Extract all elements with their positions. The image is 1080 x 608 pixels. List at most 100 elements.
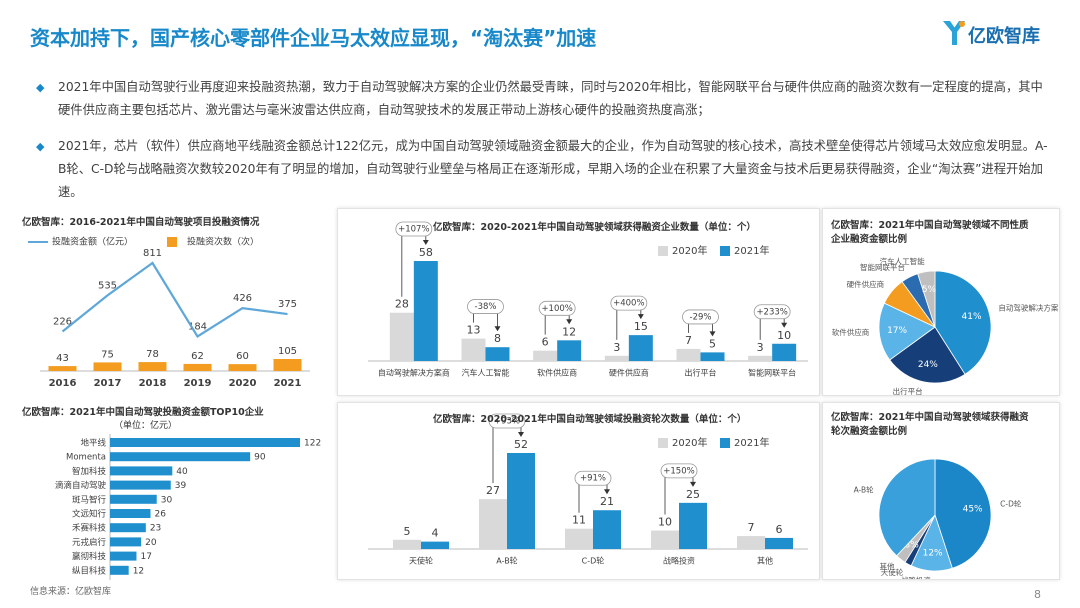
x-tick-label: 自动驾驶解决方案商 bbox=[378, 368, 450, 378]
bar bbox=[628, 335, 653, 361]
x-tick-label: 出行平台 bbox=[685, 368, 717, 378]
annotation-arrowhead bbox=[566, 319, 573, 325]
legend-label: 投融资金额（亿元） bbox=[52, 236, 133, 248]
data-label: 8 bbox=[494, 332, 501, 345]
chart-title: 亿欧智库：2020-2021年中国自动驾驶领域获得融资企业数量（单位：个） bbox=[433, 222, 756, 233]
chart-panel: 亿欧智库：2021年中国自动驾驶领域不同性质企业融资金额比例 41% 自动驾驶解决… bbox=[822, 208, 1060, 396]
bar bbox=[533, 350, 558, 361]
data-label: 21 bbox=[600, 495, 614, 508]
annotation: +93% bbox=[494, 417, 520, 427]
bar bbox=[273, 359, 302, 371]
data-label: 122 bbox=[304, 439, 321, 449]
bar bbox=[110, 509, 151, 518]
legend-label: 2021年 bbox=[734, 244, 769, 257]
x-tick-label: 2019 bbox=[184, 378, 212, 389]
bar bbox=[110, 551, 137, 561]
y-tick-label: 斑马智行 bbox=[72, 494, 107, 505]
annotation: +233% bbox=[756, 307, 787, 317]
chart-title: 亿欧智库：2021年中国自动驾驶投融资金额TOP10企业 bbox=[22, 407, 264, 418]
bar bbox=[138, 362, 167, 371]
data-label: 12% bbox=[923, 549, 943, 559]
data-label: 17% bbox=[887, 326, 907, 336]
annotation: -38% bbox=[475, 302, 497, 312]
legend-swatch bbox=[720, 246, 730, 256]
data-label: 78 bbox=[146, 349, 159, 360]
x-tick-label: 2018 bbox=[139, 378, 167, 389]
chart-title: 亿欧智库：2021年中国自动驾驶领域不同性质企业融资金额比例 bbox=[831, 220, 1029, 245]
data-label: 25 bbox=[686, 488, 700, 501]
x-tick-label: 2020 bbox=[229, 378, 257, 389]
x-tick-label: 其他 bbox=[757, 556, 773, 566]
data-label: 5% bbox=[922, 285, 937, 295]
y-tick-label: 文远知行 bbox=[72, 509, 107, 520]
y-tick-label: 禾赛科技 bbox=[72, 523, 107, 534]
bar bbox=[110, 480, 171, 490]
y-tick-label: 滴滴自动驾驶 bbox=[55, 480, 107, 491]
page-number: 8 bbox=[1034, 588, 1041, 601]
bar bbox=[110, 565, 129, 575]
bar bbox=[772, 343, 797, 361]
slice-label: 硬件供应商 bbox=[847, 279, 885, 289]
chart: 41% 自动驾驶解决方案商 24% 出行平台 17% 软件供应商 硬件供应商 智能网联平台 5%… bbox=[832, 256, 1059, 395]
bar bbox=[110, 494, 157, 504]
chart-panel: 亿欧智库：2020-2021年中国自动驾驶领域投融资轮次数量（单位：个） 202… bbox=[337, 402, 820, 580]
data-label: 62 bbox=[191, 351, 204, 362]
x-tick-label: 软件供应商 bbox=[537, 368, 577, 378]
annotation: +400% bbox=[613, 299, 644, 309]
chart-title: 亿欧智库：2016-2021年中国自动驾驶项目投融资情况 bbox=[22, 217, 260, 228]
data-label: 41% bbox=[962, 312, 982, 322]
data-label: 52 bbox=[514, 438, 528, 451]
data-label: 105 bbox=[278, 346, 297, 357]
data-label: 3 bbox=[613, 341, 620, 354]
chart-title: 亿欧智库：2021年中国自动驾驶领域获得融资轮次融资金额比例 bbox=[831, 412, 1029, 437]
bar bbox=[679, 502, 707, 549]
bar bbox=[183, 363, 212, 371]
legend-swatch bbox=[720, 438, 730, 448]
bar bbox=[479, 499, 507, 549]
bar bbox=[110, 466, 173, 476]
pie-slice bbox=[917, 270, 936, 328]
annotation-arrowhead bbox=[518, 432, 524, 437]
bar bbox=[651, 530, 679, 549]
data-label: 20 bbox=[145, 538, 157, 548]
source-note: 信息来源：亿欧智库 bbox=[30, 587, 112, 597]
annotation-pill bbox=[467, 299, 504, 314]
data-label: 3% bbox=[905, 541, 920, 551]
data-label: 535 bbox=[98, 280, 117, 291]
data-label: 6 bbox=[776, 523, 783, 536]
data-label: 17 bbox=[140, 552, 151, 562]
data-label: 12 bbox=[133, 566, 144, 576]
slice-label: 其他 bbox=[880, 561, 895, 571]
x-tick-label: 智能网联平台 bbox=[748, 368, 796, 378]
bar bbox=[110, 438, 300, 447]
slice-label: 自动驾驶解决方案商 bbox=[998, 303, 1059, 313]
slice-label: 汽车人工智能 bbox=[880, 256, 925, 266]
slice-label: C-D轮 bbox=[1000, 499, 1022, 509]
bar bbox=[110, 537, 142, 547]
legend-swatch bbox=[167, 237, 177, 247]
bar bbox=[461, 338, 486, 361]
y-tick-label: 智加科技 bbox=[72, 466, 107, 477]
chart-panel: 亿欧智库：2021年中国自动驾驶领域获得融资轮次融资金额比例 45% C-D轮 12… bbox=[822, 402, 1060, 580]
y-tick-label: 赢彻科技 bbox=[72, 551, 107, 562]
data-label: 10 bbox=[777, 329, 791, 342]
annotation-arrowhead bbox=[637, 314, 644, 320]
line-series bbox=[61, 261, 288, 338]
data-label: 26 bbox=[154, 510, 166, 520]
legend-swatch bbox=[658, 246, 668, 256]
pie-slice bbox=[878, 458, 936, 557]
data-label: 24% bbox=[918, 360, 938, 370]
chart-panel: 亿欧智库：2021年中国自动驾驶投融资金额TOP10企业 （单位：亿元） 地平线… bbox=[18, 400, 336, 580]
data-label: 4 bbox=[432, 527, 439, 540]
bar bbox=[393, 539, 421, 549]
data-label: 811 bbox=[143, 248, 162, 259]
logo-icon bbox=[943, 21, 965, 45]
bullet-text: 2021年，芯片（软件）供应商地平线融资金额总计122亿元，成为中国自动驾驶领域… bbox=[36, 135, 1048, 204]
data-label: 40 bbox=[176, 467, 188, 477]
data-label: 6 bbox=[542, 336, 549, 349]
bar bbox=[228, 364, 257, 371]
pie-slice bbox=[878, 302, 936, 361]
